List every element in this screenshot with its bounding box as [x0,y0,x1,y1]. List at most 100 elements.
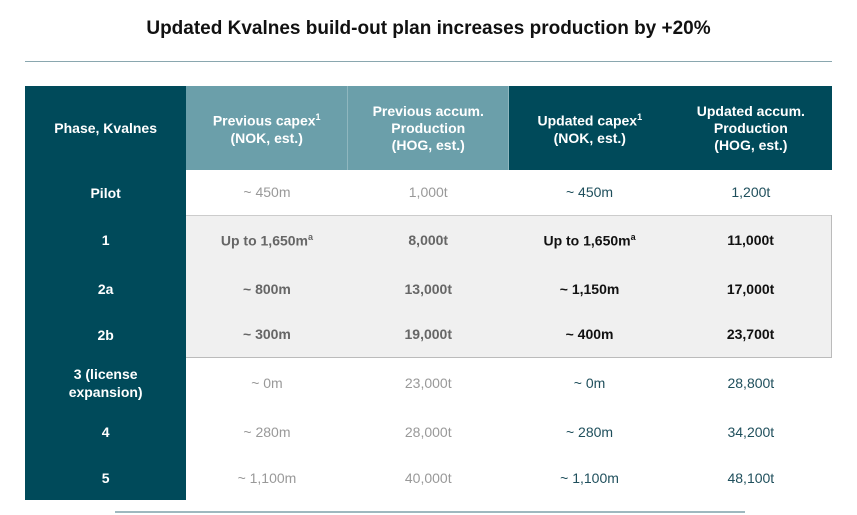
prev-prod-cell: 19,000t [347,312,509,358]
prev-capex-cell: ~ 300m [186,312,348,358]
header-label: Production [391,119,466,136]
upd-capex-cell-value: Up to 1,650m [543,232,631,249]
upd-prod-cell: 48,100t [670,455,831,500]
upd-capex-cell: ~ 280m [509,408,670,455]
header-upd-prod: Updated accum. Production (HOG, est.) [670,86,832,170]
upd-capex-cell-value: ~ 280m [565,423,614,440]
phase-cell-value: Pilot [90,184,121,201]
upd-prod-cell-value: 17,000t [726,280,775,297]
prev-capex-cell-value: ~ 1,100m [237,469,297,486]
upd-prod-cell: 17,000t [670,265,833,312]
phase-cell: 2a [25,265,187,312]
prev-prod-cell-value: 23,000t [404,374,452,391]
upd-prod-cell: 1,200t [670,170,831,215]
header-prev-capex: Previous capex1 (NOK, est.) [186,86,349,170]
header-label: Previous capex [212,112,316,129]
upd-prod-cell: 11,000t [670,214,833,265]
upd-prod-cell: 23,700t [670,312,833,358]
upd-capex-cell: ~ 0m [509,357,670,408]
prev-capex-cell-value: Up to 1,650m [220,232,308,249]
upd-capex-cell-value: ~ 450m [565,184,614,201]
table-row: 2a ~ 800m 13,000t ~ 1,150m 17,000t [25,265,833,312]
prev-capex-cell: ~ 280m [186,408,347,455]
header-upd-capex: Updated capex1 (NOK, est.) [508,86,671,170]
prev-capex-cell: Up to 1,650ma [186,214,348,265]
footnote-marker: a [308,231,314,242]
phase-cell-value: 3 (license expansion) [68,365,143,400]
table-row: 3 (license expansion) ~ 0m 23,000t ~ 0m 28,8… [25,357,832,408]
prev-prod-cell-value: 8,000t [408,232,449,249]
prev-prod-cell: 13,000t [347,265,509,312]
header-prev-prod: Previous accum. Production (HOG, est.) [347,86,510,170]
prev-prod-cell-value: 1,000t [408,184,448,201]
header-label: Production [713,119,788,136]
header-label: Updated accum. [696,102,805,119]
upd-prod-cell-value: 28,800t [727,374,775,391]
phase-cell: 2b [25,312,187,357]
prev-capex-cell-value: ~ 300m [243,326,291,343]
upd-capex-cell: Up to 1,650ma [508,214,671,265]
upd-capex-cell: ~ 400m [508,312,671,358]
upd-capex-cell-value: ~ 400m [565,326,614,343]
upd-capex-cell-value: ~ 0m [573,374,606,391]
prev-capex-cell: ~ 1,100m [186,455,347,500]
prev-prod-cell-value: 13,000t [404,280,452,297]
prev-capex-cell: ~ 800m [186,265,348,312]
page-title: Updated Kvalnes build-out plan increases… [146,18,711,39]
phase-cell-value: 2b [97,326,114,343]
upd-capex-cell-value: ~ 1,100m [560,469,619,486]
phase-cell-value: 1 [101,232,110,248]
prev-capex-cell-value: ~ 450m [243,184,291,201]
prev-capex-cell: ~ 450m [186,170,347,215]
header-row: Phase, Kvalnes Previous capex1 (NOK, est.… [25,86,832,170]
phase-cell: 5 [25,455,187,500]
upd-capex-cell-value: ~ 1,150m [559,280,620,297]
header-label: Previous accum. [372,102,484,119]
prev-prod-cell: 23,000t [348,357,509,408]
table-row: 1 Up to 1,650ma 8,000t Up to 1,650ma 11,000t [25,214,833,265]
prev-capex-cell-value: ~ 800m [243,280,291,297]
upd-prod-cell-value: 11,000t [727,232,774,249]
prev-capex-cell: ~ 0m [186,357,347,408]
prev-prod-cell: 8,000t [347,214,509,265]
header-phase-label: Phase, Kvalnes [54,119,158,136]
prev-prod-cell-value: 40,000t [404,469,452,486]
phase-cell-value: 4 [101,423,110,440]
prev-capex-cell-value: ~ 280m [243,423,291,440]
upd-capex-cell: ~ 1,100m [509,455,670,500]
phase-cell: Pilot [25,170,187,215]
phase-cell-value: 2a [97,280,114,297]
prev-prod-cell: 28,000t [348,408,509,455]
table-row: 4 ~ 280m 28,000t ~ 280m 34,200t [25,408,832,455]
footnote-marker: 1 [315,112,321,123]
table-row: 2b ~ 300m 19,000t ~ 400m 23,700t [25,312,833,358]
phase-cell-value: 5 [101,469,110,486]
phase-cell: 3 (license expansion) [25,357,187,408]
prev-prod-cell-value: 28,000t [404,423,452,440]
bottom-divider [115,511,745,513]
upd-prod-cell-value: 1,200t [731,184,771,201]
table-row: 5 ~ 1,100m 40,000t ~ 1,100m 48,100t [25,455,832,500]
prev-capex-cell-value: ~ 0m [251,374,283,391]
header-unit: (NOK, est.) [230,129,303,146]
title-divider [25,61,832,62]
upd-prod-cell: 34,200t [670,408,831,455]
table-row: Pilot ~ 450m 1,000t ~ 450m 1,200t [25,170,832,215]
phase-cell: 1 [25,215,187,265]
upd-prod-cell-value: 48,100t [727,469,775,486]
header-unit: (HOG, est.) [391,136,465,153]
upd-capex-cell: ~ 450m [509,170,670,215]
footnote-marker: 1 [637,112,643,123]
upd-prod-cell-value: 23,700t [726,326,775,343]
header-phase: Phase, Kvalnes [25,86,187,170]
header-label: Updated capex [537,112,638,129]
build-out-plan-table: Phase, Kvalnes Previous capex1 (NOK, est.… [25,86,833,500]
header-unit: (HOG, est.) [714,136,788,153]
upd-capex-cell: ~ 1,150m [508,265,671,312]
upd-prod-cell: 28,800t [670,357,831,408]
prev-prod-cell: 1,000t [348,170,509,215]
upd-prod-cell-value: 34,200t [727,423,775,440]
prev-prod-cell-value: 19,000t [404,326,452,343]
prev-prod-cell: 40,000t [348,455,509,500]
footnote-marker: a [630,231,636,242]
